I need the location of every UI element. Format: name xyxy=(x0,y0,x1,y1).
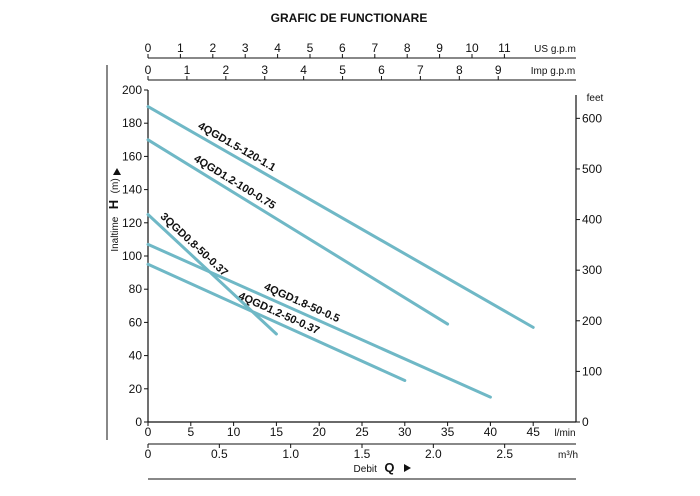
lmin-tick-label: 35 xyxy=(441,425,455,439)
m3h-tick-label: 1.0 xyxy=(282,447,299,461)
m3h-tick-label: 2.0 xyxy=(425,447,442,461)
y-axis-arrow-icon xyxy=(113,168,121,175)
lmin-tick-label: 10 xyxy=(227,425,241,439)
usgpm-tick-label: 2 xyxy=(209,41,216,55)
x-axis-arrow-icon xyxy=(404,464,411,472)
lmin-tick-label: 15 xyxy=(270,425,284,439)
impgpm-tick-label: 8 xyxy=(456,63,463,77)
lmin-tick-label: 5 xyxy=(187,425,194,439)
usgpm-tick-label: 6 xyxy=(339,41,346,55)
y-tick-label: 200 xyxy=(122,83,142,97)
lmin-tick-label: 45 xyxy=(527,425,541,439)
impgpm-tick-label: 2 xyxy=(222,63,229,77)
feet-tick-label: 100 xyxy=(582,364,602,378)
x-axis-label: Debit Q xyxy=(354,459,395,476)
curves xyxy=(146,105,535,399)
usgpm-tick-label: 1 xyxy=(177,41,184,55)
feet-tick-label: 600 xyxy=(582,111,602,125)
impgpm-tick-label: 4 xyxy=(300,63,307,77)
right-axis: 0 100 200 300 400 500 600 feet xyxy=(576,93,604,429)
y-tick-label: 140 xyxy=(122,183,142,197)
lmin-tick-label: 30 xyxy=(398,425,412,439)
curve-4QGD1.8-50-0.5 xyxy=(146,242,492,399)
y-axis-label: Inaltime H (m) xyxy=(105,178,122,251)
impgpm-tick-label: 6 xyxy=(378,63,385,77)
m3h-tick-label: 0.5 xyxy=(211,447,228,461)
curve-label: 3QGD0.8-50-0.37 xyxy=(158,211,230,279)
impgpm-tick-label: 1 xyxy=(184,63,191,77)
plot-frame xyxy=(106,65,577,440)
left-axis: 0 20 40 60 80 100 120 140 160 180 200 xyxy=(122,83,148,429)
y-tick-label: 180 xyxy=(122,116,142,130)
usgpm-tick-label: 4 xyxy=(274,41,281,55)
impgpm-tick-label: 3 xyxy=(261,63,268,77)
y-tick-label: 160 xyxy=(122,149,142,163)
impgpm-tick-label: 5 xyxy=(339,63,346,77)
usgpm-tick-label: 5 xyxy=(307,41,314,55)
impgpm-tick-label: 9 xyxy=(495,63,502,77)
y-tick-label: 120 xyxy=(122,216,142,230)
y-tick-label: 0 xyxy=(135,415,142,429)
feet-tick-label: 0 xyxy=(582,415,589,429)
feet-tick-label: 400 xyxy=(582,213,602,227)
lmin-tick-label: 20 xyxy=(313,425,327,439)
impgpm-tick-label: 7 xyxy=(417,63,424,77)
lmin-tick-label: 25 xyxy=(355,425,369,439)
y-tick-label: 60 xyxy=(129,315,143,329)
usgpm-tick-label: 10 xyxy=(465,41,479,55)
impgpm-unit-label: Imp g.p.m xyxy=(531,66,575,77)
feet-unit-label: feet xyxy=(587,93,604,104)
bottom-axes: 0 5 10 15 20 25 30 35 40 45 l/min 0 0.5 1.0 1.5 2.0 2.5 m… xyxy=(145,422,578,480)
feet-tick-label: 200 xyxy=(582,314,602,328)
curve-labels: 4QGD1.5-120-1.14QGD1.2-100-0.753QGD0.8-5… xyxy=(158,120,342,337)
usgpm-tick-label: 11 xyxy=(498,41,511,55)
usgpm-tick-label: 9 xyxy=(436,41,443,55)
y-tick-label: 20 xyxy=(129,382,143,396)
lmin-unit-label: l/min xyxy=(554,428,575,439)
usgpm-tick-label: 7 xyxy=(371,41,378,55)
lmin-tick-label: 40 xyxy=(484,425,498,439)
curve-4QGD1.2-100-0.75 xyxy=(146,138,450,326)
y-tick-label: 100 xyxy=(122,249,142,263)
usgpm-unit-label: US g.p.m xyxy=(534,44,576,55)
usgpm-tick-label: 8 xyxy=(404,41,411,55)
m3h-unit-label: m³/h xyxy=(558,450,578,461)
top-axes: 0 1 2 3 4 5 6 7 8 9 10 11 US g.p.m0 1 2 3 4 5 6 7 8 9 Imp g.p.… xyxy=(145,41,576,81)
usgpm-tick-label: 0 xyxy=(145,41,152,55)
lmin-tick-label: 0 xyxy=(145,425,152,439)
feet-tick-label: 500 xyxy=(582,162,602,176)
curve-4QGD1.2-50-0.37 xyxy=(146,262,407,382)
usgpm-tick-label: 3 xyxy=(242,41,249,55)
y-tick-label: 40 xyxy=(129,349,143,363)
m3h-tick-label: 2.5 xyxy=(496,447,513,461)
impgpm-tick-label: 0 xyxy=(145,63,152,77)
m3h-tick-label: 1.5 xyxy=(354,447,371,461)
y-tick-label: 80 xyxy=(129,282,143,296)
feet-tick-label: 300 xyxy=(582,263,602,277)
m3h-tick-label: 0 xyxy=(145,447,152,461)
chart-title: GRAFIC DE FUNCTIONARE xyxy=(271,11,428,25)
curve-4QGD1.5-120-1.1 xyxy=(146,105,535,329)
